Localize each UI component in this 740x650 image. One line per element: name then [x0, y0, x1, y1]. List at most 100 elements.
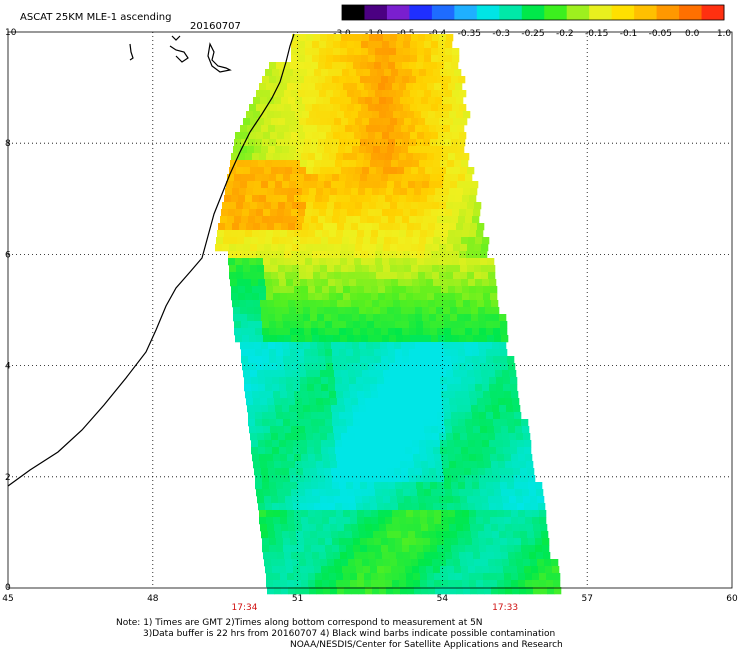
swath-cell: [306, 433, 314, 441]
swath-cell: [388, 216, 396, 224]
swath-cell: [329, 580, 337, 588]
swath-cell: [516, 496, 524, 504]
swath-cell: [409, 419, 417, 427]
swath-cell: [396, 104, 404, 112]
swath-cell: [390, 559, 398, 567]
swath-cell: [432, 559, 440, 567]
swath-cell: [488, 433, 496, 441]
swath-cell: [447, 447, 455, 455]
swath-cell: [220, 216, 228, 224]
swath-cell: [294, 83, 302, 91]
swath-cell: [477, 300, 485, 308]
swath-cell: [494, 489, 502, 497]
swath-cell: [362, 272, 370, 280]
swath-cell: [494, 363, 502, 371]
swath-cell: [348, 202, 356, 210]
swath-cell: [317, 307, 325, 315]
swath-cell: [318, 62, 326, 70]
swath-cell: [269, 328, 277, 336]
swath-cell: [376, 167, 384, 175]
swath-cell: [261, 181, 269, 189]
swath-cell: [382, 48, 390, 56]
swath-cell: [266, 230, 274, 238]
swath-cell: [488, 265, 496, 273]
swath-cell: [366, 342, 374, 350]
swath-cell: [459, 90, 467, 98]
swath-cell: [351, 461, 359, 469]
swath-cell: [245, 230, 253, 238]
swath-cell: [276, 76, 284, 84]
swath-cell: [437, 76, 445, 84]
swath-cell: [378, 153, 386, 161]
swath-cell: [390, 34, 398, 42]
swath-cell: [423, 62, 431, 70]
swath-cell: [299, 244, 307, 252]
swath-cell: [313, 118, 321, 126]
swath-cell: [333, 48, 341, 56]
swath-cell: [287, 286, 295, 294]
swath-cell: [403, 363, 411, 371]
swath-cell: [380, 146, 388, 154]
swath-cell: [431, 335, 439, 343]
swath-cell: [472, 216, 480, 224]
swath-cell: [454, 279, 462, 287]
swath-cell: [432, 118, 440, 126]
swath-cell: [415, 307, 423, 315]
swath-cell: [318, 174, 326, 182]
swath-cell: [301, 230, 309, 238]
swath-cell: [386, 300, 394, 308]
swath-cell: [425, 265, 433, 273]
swath-cell: [287, 454, 295, 462]
swath-cell: [343, 195, 351, 203]
swath-cell: [294, 195, 302, 203]
swath-cell: [476, 580, 484, 588]
swath-cell: [295, 188, 303, 196]
swath-cell: [283, 475, 291, 483]
swath-cell: [292, 559, 300, 567]
swath-cell: [426, 377, 434, 385]
swath-cell: [471, 531, 479, 539]
swath-cell: [332, 412, 340, 420]
swath-cell: [430, 139, 438, 147]
swath-cell: [291, 209, 299, 217]
swath-cell: [368, 41, 376, 49]
swath-cell: [389, 104, 397, 112]
swath-cell: [354, 363, 362, 371]
swath-cell: [380, 405, 388, 413]
swath-cell: [382, 335, 390, 343]
swath-cell: [277, 335, 285, 343]
swath-cell: [362, 244, 370, 252]
swath-cell: [379, 188, 387, 196]
swath-cell: [367, 139, 375, 147]
swath-cell: [340, 132, 348, 140]
swath-cell: [357, 83, 365, 91]
swath-cell: [370, 237, 378, 245]
swath-cell: [451, 76, 459, 84]
swath-cell: [261, 307, 269, 315]
swath-cell: [421, 188, 429, 196]
swath-cell: [280, 510, 288, 518]
swath-cell: [293, 69, 301, 77]
swath-cell: [410, 48, 418, 56]
swath-cell: [417, 335, 425, 343]
swath-cell: [386, 461, 394, 469]
swath-cell: [406, 83, 414, 91]
swath-cell: [374, 139, 382, 147]
swath-cell: [467, 244, 475, 252]
colorbar-swatch: [386, 5, 410, 20]
swath-cell: [392, 230, 400, 238]
swath-cell: [266, 517, 274, 525]
swath-cell: [444, 321, 452, 329]
swath-cell: [330, 461, 338, 469]
swath-cell: [477, 461, 485, 469]
swath-cell: [454, 377, 462, 385]
swath-cell: [360, 482, 368, 490]
swath-cell: [250, 272, 258, 280]
swath-cell: [321, 503, 329, 511]
swath-cell: [236, 265, 244, 273]
swath-cell: [382, 55, 390, 63]
swath-cell: [284, 251, 292, 259]
swath-cell: [318, 482, 326, 490]
swath-cell: [261, 146, 269, 154]
swath-cell: [420, 83, 428, 91]
